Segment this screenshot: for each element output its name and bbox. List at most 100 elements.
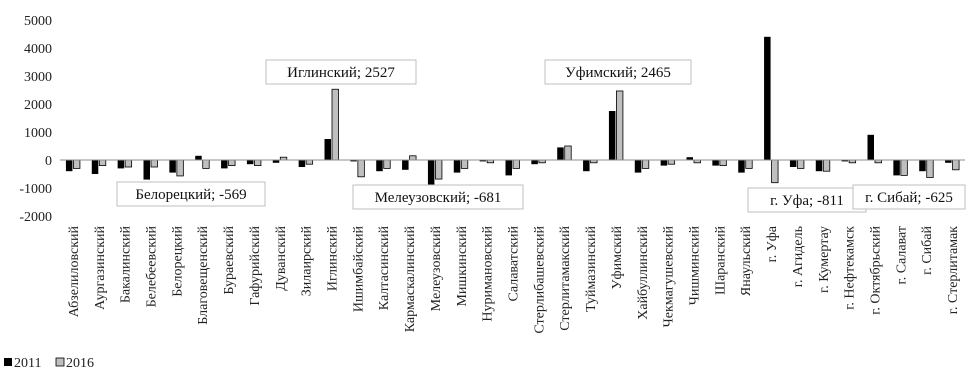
bar-2016-0 — [73, 159, 81, 169]
bar-2016-19 — [564, 145, 572, 161]
x-axis: Абзелиловский Аургазинский Бакалинский Беле… — [60, 159, 965, 334]
x-tick-label: г. Уфа — [765, 225, 780, 262]
x-tick-label: Стерлитамакский — [558, 225, 573, 330]
bar-2016-22 — [641, 159, 650, 169]
bar-2016-33 — [926, 159, 934, 178]
y-tick-label: 0 — [45, 154, 52, 169]
callout-box — [852, 184, 966, 210]
bar-2011-15 — [453, 160, 461, 173]
bar-2011-12 — [376, 160, 383, 172]
x-tick-label: Чекмагушевский — [662, 225, 677, 327]
bar-2016-26 — [745, 159, 753, 169]
bar-2016-10 — [331, 88, 339, 161]
bar-2011-10 — [324, 139, 331, 160]
callout-box — [544, 59, 692, 85]
bars — [65, 36, 960, 186]
bar-2011-25 — [712, 160, 719, 166]
legend-label: 2011 — [14, 356, 41, 371]
x-tick-label: Дуванский — [274, 225, 289, 290]
bar-2011-33 — [919, 160, 926, 172]
bar-2016-12 — [383, 159, 391, 169]
x-tick-label: Шаранский — [713, 225, 728, 295]
y-axis: -2000 -1000 0 1000 2000 3000 4000 5000 — [19, 14, 52, 225]
y-tick-label: -1000 — [19, 182, 52, 197]
bar-2016-1 — [98, 159, 107, 166]
bar-2011-16 — [479, 160, 487, 162]
x-tick-label: Белебеевский — [145, 226, 160, 308]
x-tick-label: Зилаирский — [300, 225, 315, 296]
bar-2011-13 — [402, 160, 409, 170]
x-tick-label: Чишминский — [688, 225, 703, 305]
bar-2011-5 — [195, 155, 202, 160]
bar-2011-26 — [738, 160, 745, 173]
data-callouts: Иглинский; 2527 Белорецкий; -569 Мелеузовс… — [116, 59, 966, 213]
bar-2016-7 — [254, 159, 262, 166]
x-tick-label: г. Стерлитамак — [946, 226, 961, 314]
callout: г. Сибай; -625 — [852, 184, 966, 210]
y-tick-label: 3000 — [24, 70, 52, 85]
x-tick-label: Стерлибашевский — [532, 225, 547, 333]
legend-swatch-2016 — [55, 357, 65, 367]
bar-2011-8 — [272, 160, 280, 163]
bar-2011-19 — [557, 147, 564, 160]
bar-2011-21 — [608, 111, 616, 160]
bar-2016-4 — [176, 159, 184, 177]
callout-text: Уфимский; 2465 — [565, 65, 671, 81]
bar-2011-34 — [945, 160, 952, 163]
bar-2011-23 — [660, 160, 668, 166]
x-tick-label: Белорецкий — [170, 225, 185, 296]
callout-text: Белорецкий; -569 — [135, 187, 246, 203]
bar-2011-2 — [117, 160, 125, 169]
x-tick-label: Абзелиловский — [67, 225, 82, 317]
x-tick-label: Калтасинский — [377, 226, 392, 311]
bar-2011-11 — [350, 160, 357, 162]
x-tick-label: Салаватский — [507, 226, 522, 302]
bar-2011-32 — [893, 160, 900, 176]
bar-2011-14 — [427, 160, 435, 186]
x-tick-label: Нуримановский — [481, 226, 496, 322]
callout-box — [352, 184, 524, 210]
bar-2011-3 — [143, 160, 150, 180]
x-tick-label: Гафурийский — [248, 225, 263, 305]
bar-2011-4 — [169, 160, 176, 173]
bar-2016-2 — [124, 159, 133, 168]
x-tick-label: Кармаскалинский — [403, 225, 418, 332]
y-tick-label: -2000 — [19, 210, 52, 225]
bar-2011-30 — [841, 160, 849, 162]
legend-swatch-2011 — [4, 358, 12, 366]
legend: 2011 2016 — [4, 356, 94, 371]
bar-2016-14 — [435, 159, 443, 180]
x-tick-label: Хайбуллинский — [636, 225, 651, 319]
bar-2011-9 — [298, 160, 306, 167]
callout-box — [116, 181, 266, 207]
bar-2011-28 — [789, 160, 797, 167]
bar-2016-17 — [512, 159, 520, 169]
bar-2016-25 — [719, 159, 727, 166]
x-tick-label: г. Нефтекамск — [843, 226, 858, 310]
callout-text: г. Уфа; -811 — [770, 193, 844, 209]
x-tick-label: Уфимский — [610, 226, 625, 290]
x-tick-label: Бакалинский — [119, 225, 134, 303]
x-tick-label: Янаульский — [739, 225, 754, 296]
callout: Белорецкий; -569 — [116, 181, 266, 207]
x-tick-label: г. Салават — [894, 226, 909, 284]
callout-text: г. Сибай; -625 — [865, 190, 953, 206]
x-tick-label: Благовещенский — [196, 226, 211, 325]
bar-2016-34 — [952, 159, 960, 171]
bar-2011-20 — [583, 160, 590, 172]
y-tick-label: 1000 — [24, 126, 52, 141]
callout: Уфимский; 2465 — [544, 59, 692, 85]
x-tick-label: Мишкинский — [455, 226, 470, 307]
bar-2011-18 — [531, 160, 538, 165]
bar-2016-9 — [305, 159, 314, 165]
bar-2016-27 — [771, 159, 779, 184]
x-tick-label: Туймазинский — [584, 225, 599, 311]
bar-2016-13 — [409, 155, 417, 161]
bar-2011-31 — [867, 134, 874, 160]
callout-text: Иглинский; 2527 — [287, 65, 395, 81]
callout: г. Уфа; -811 — [747, 187, 867, 213]
bar-2016-15 — [460, 159, 469, 169]
bar-2011-1 — [91, 160, 99, 174]
bar-2016-21 — [616, 90, 624, 161]
x-tick-label: Ишимбайский — [351, 225, 366, 312]
